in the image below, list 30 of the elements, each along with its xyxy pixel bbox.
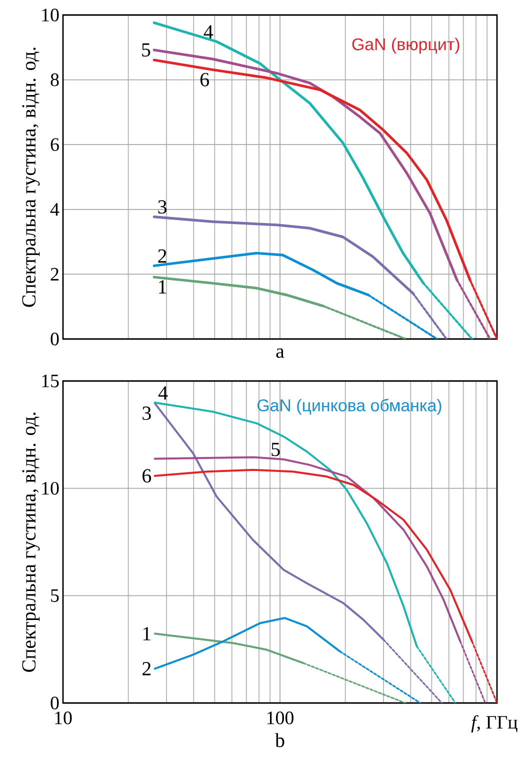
y-tick-label: 8 — [50, 73, 59, 86]
y-tick-label: 10 — [42, 8, 59, 22]
series-label: 2 — [158, 249, 166, 263]
y-tick-label: 10 — [42, 482, 59, 495]
y-tick-label: 2 — [50, 268, 58, 280]
series-label: 1 — [159, 280, 166, 294]
series-label: 4 — [158, 386, 168, 400]
series-label: 4 — [204, 25, 214, 38]
series-label: 1 — [143, 627, 150, 640]
text: f, ГГц — [471, 715, 518, 733]
x-tick-label: 100 — [267, 712, 294, 724]
y-tick-label: 6 — [50, 138, 59, 151]
x-axis-title: b — [275, 733, 284, 748]
y-tick-label: 0 — [50, 332, 59, 346]
y-tick-label: 5 — [51, 589, 59, 602]
y-axis-title: Спектральна густина, відн. од. — [22, 48, 40, 307]
series-label: 5 — [142, 43, 150, 57]
text: GaN (вюрцит) — [352, 38, 460, 54]
y-tick-label: 4 — [50, 203, 60, 216]
y-tick-label: 0 — [50, 696, 59, 710]
y-axis-title: Спектральна густина, відн. од. — [22, 412, 40, 672]
x-axis-title: a — [276, 348, 284, 358]
series-label: 2 — [142, 662, 151, 676]
series-label: 6 — [200, 72, 209, 86]
y-tick-label: 15 — [42, 374, 59, 388]
series-label: 5 — [272, 442, 280, 456]
series-label: 6 — [142, 469, 152, 483]
series-label: 3 — [158, 200, 167, 214]
series-label: 3 — [142, 406, 151, 420]
text: GaN (цинкова обманка) — [257, 398, 442, 415]
